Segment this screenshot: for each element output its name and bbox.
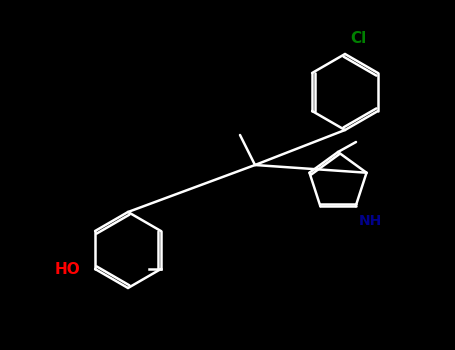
Text: Cl: Cl	[350, 31, 366, 46]
Text: HO: HO	[54, 261, 80, 276]
Text: NH: NH	[359, 214, 382, 228]
